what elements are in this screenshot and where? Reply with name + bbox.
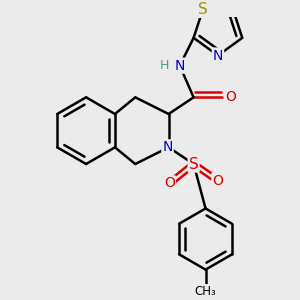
Text: S: S [189,157,199,172]
Text: N: N [175,58,185,73]
Text: O: O [225,90,236,104]
Text: H: H [160,59,169,72]
Text: CH₃: CH₃ [195,285,217,298]
Text: O: O [164,176,175,190]
Text: N: N [162,140,173,154]
Text: S: S [198,2,208,17]
Text: O: O [212,174,223,188]
Text: N: N [213,49,223,62]
